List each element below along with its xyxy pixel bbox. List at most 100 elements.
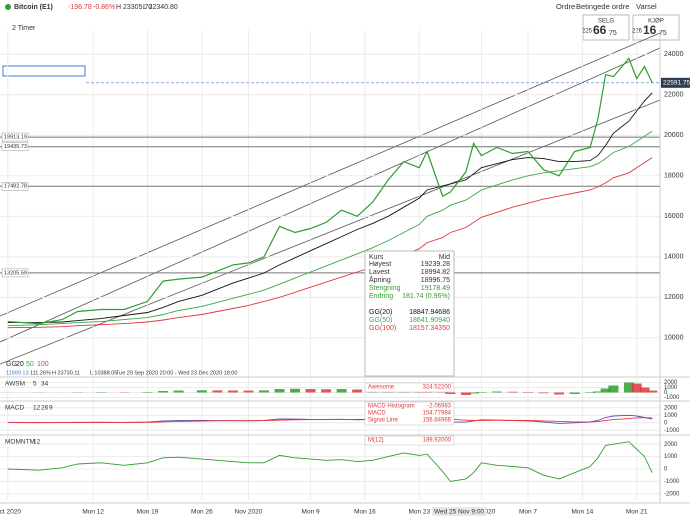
y-tick-label: 18000 (664, 173, 684, 180)
y-tick-label: 12000 (664, 294, 684, 301)
x-tick-label: Nov 2020 (235, 509, 263, 516)
change: -196.78 (68, 4, 92, 11)
sell-mid: 66 (593, 23, 607, 37)
price-line (7, 57, 653, 325)
price-line (7, 92, 653, 324)
readout-value: -2.06983 (427, 404, 451, 410)
info-value: 18996.75 (421, 277, 450, 284)
info-label: GG(100) (369, 325, 396, 332)
indicator-bar (631, 383, 642, 393)
channel-line (0, 99, 661, 365)
level-label: 13205.59 (4, 270, 27, 276)
buy-big: 226 (632, 29, 643, 35)
symbol[interactable]: Bitcoin (E1) (14, 4, 53, 11)
x-tick-label: Mon 19 (137, 509, 159, 516)
stat: L 10388.05 (90, 370, 117, 376)
sell-button[interactable] (582, 14, 630, 41)
readout-value: 189.92000 (423, 438, 452, 444)
legend-label: GG (6, 361, 17, 368)
indicator-line (7, 441, 653, 482)
legend-period[interactable]: 100 (37, 361, 49, 368)
indicator-param: 34 (41, 381, 49, 388)
info-label: GG(20) (369, 309, 392, 316)
readout-label: Awesome (368, 385, 395, 391)
menu-item[interactable]: Ordre (556, 2, 575, 11)
indicator-param: 26 (41, 405, 49, 412)
indicator-bar (639, 387, 650, 393)
level-label-box (1, 182, 29, 191)
indicator-bar (305, 389, 316, 393)
readout-value: 156.84966 (423, 418, 452, 424)
indicator-bar (608, 385, 619, 393)
readout-label: MACD (368, 411, 386, 417)
last-price-box (661, 77, 690, 88)
readout-value: 324.52200 (423, 385, 452, 391)
indicator-bar (585, 392, 596, 393)
info-label: GG(50) (369, 317, 392, 324)
info-label: Lavest (369, 269, 390, 276)
legend-period[interactable]: 50 (26, 361, 34, 368)
y-tick-label: -1000 (664, 395, 680, 401)
stat: 111.26% (30, 370, 51, 376)
info-value: 181.74 (0.96%) (402, 293, 450, 300)
info-value: 18157.34350 (409, 325, 450, 332)
info-value: 18847.94686 (409, 309, 450, 316)
indicator-bar (274, 389, 285, 393)
indicator-name: MACD (5, 405, 24, 412)
indicator-bar (243, 390, 254, 393)
change-pct: -0.86% (93, 4, 115, 11)
sell-small: 75 (609, 30, 617, 37)
info-label: Høyest (369, 261, 391, 268)
interval[interactable]: 2 Timer (12, 25, 36, 32)
level-label: 19913.19 (4, 135, 27, 141)
x-tick-label: Mon 26 (191, 509, 213, 516)
readout-label: M(12) (368, 438, 384, 444)
menu-item[interactable]: Betingede ordre (576, 2, 629, 11)
indicator-bar (523, 392, 533, 393)
sell-big: 225 (582, 29, 593, 35)
info-mode: Mid (439, 254, 450, 261)
y-tick-label: 1000 (664, 413, 678, 419)
y-tick-label: 14000 (664, 254, 684, 261)
y-tick-label: -1000 (664, 479, 680, 485)
x-tick-label: Mon 16 (354, 509, 376, 516)
readout-value: 154.77984 (423, 411, 452, 417)
last-price-label: 22591.75 (663, 80, 690, 87)
y-tick-label: 22000 (664, 92, 684, 99)
info-value: 19178.49 (421, 285, 450, 292)
selection-box[interactable] (2, 65, 86, 77)
chart-layer: 1000012000140001600018000200002200024000… (0, 30, 690, 516)
day-low: L 22340.80 (143, 4, 178, 11)
indicator-param: 9 (49, 405, 53, 412)
legend-period[interactable]: 20 (16, 361, 24, 368)
readout-label: Signal Line (368, 418, 398, 424)
indicator-bar (554, 392, 565, 395)
indicator-bar (321, 389, 332, 393)
indicator-bar (538, 392, 549, 394)
y-tick-label: 1000 (664, 385, 678, 391)
x-tick-label: Mon 21 (626, 509, 648, 516)
crosshair-date: Wed 25 Nov 9:00 (434, 509, 484, 516)
indicator-name: AWSM (5, 381, 25, 388)
indicator-bar (445, 392, 456, 394)
buy-small: 75 (659, 30, 667, 37)
info-title: Kurs (369, 254, 384, 261)
crosshair-date-box (432, 507, 486, 516)
menu-item[interactable]: Varsel (636, 2, 657, 11)
info-value: 18994.82 (421, 269, 450, 276)
indicator-param: 12 (33, 405, 41, 412)
y-tick-label: -1000 (664, 428, 680, 434)
y-tick-label: 0 (664, 390, 668, 396)
day-high: H 23305.70 (116, 4, 152, 11)
indicator-bar (600, 388, 611, 393)
indicator-param: 12 (33, 439, 41, 446)
indicator-bar (290, 388, 301, 393)
y-tick-label: 2000 (664, 405, 678, 411)
buy-label: KJØP (648, 19, 664, 25)
info-value: 18641.90940 (409, 317, 450, 324)
buy-button[interactable] (632, 14, 680, 41)
channel-line (0, 32, 661, 317)
readout-box (364, 401, 455, 426)
x-tick-label: Mon 14 (572, 509, 594, 516)
